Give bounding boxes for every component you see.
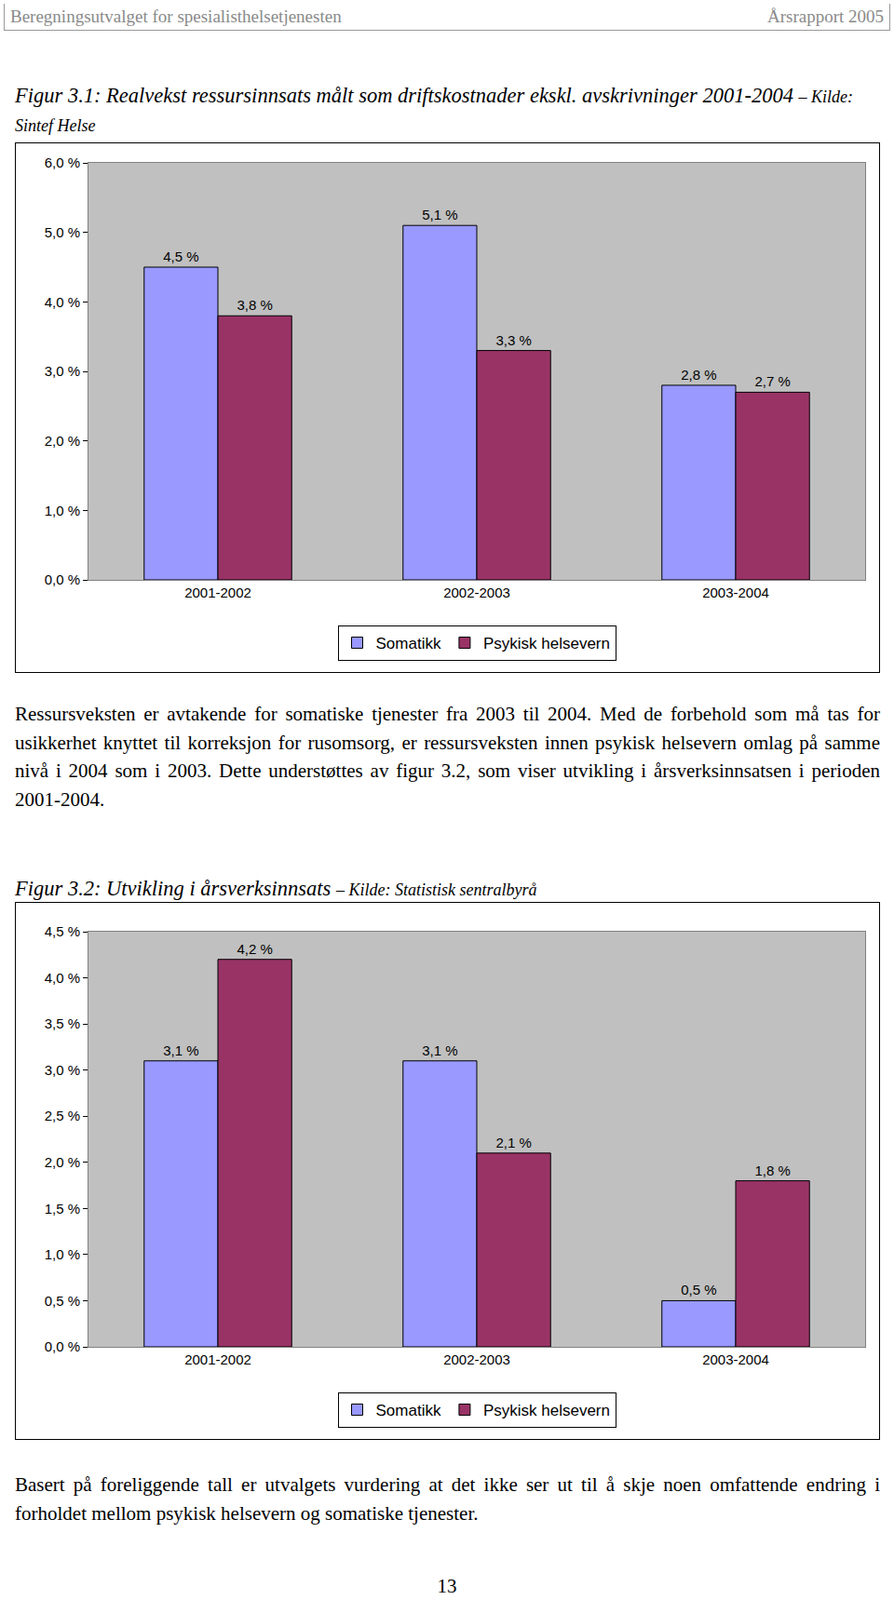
svg-text:2002-2003: 2002-2003	[443, 1352, 511, 1369]
svg-text:2003-2004: 2003-2004	[702, 1352, 770, 1369]
svg-text:1,8 %: 1,8 %	[754, 1163, 790, 1179]
html-text:13: 13	[437, 1575, 457, 1599]
svg-text:5,1 %: 5,1 %	[421, 206, 458, 223]
svg-text:Somatikk: Somatikk	[376, 635, 442, 653]
svg-text:3,8 %: 3,8 %	[236, 297, 272, 313]
html-text:Beregningsutvalget for spesial: Beregningsutvalget for spesialisthelsetj…	[10, 6, 342, 27]
svg-text:2001-2002: 2001-2002	[184, 1352, 252, 1369]
svg-text:0,5 %: 0,5 %	[44, 1293, 81, 1310]
svg-text:2,0 %: 2,0 %	[44, 1154, 81, 1171]
html-text:Basert på foreliggende tall er: Basert på foreliggende tall er utvalgets…	[14, 1474, 881, 1525]
svg-text:2,0 %: 2,0 %	[44, 433, 81, 449]
svg-text:2,1 %: 2,1 %	[495, 1135, 531, 1152]
svg-text:2,5 %: 2,5 %	[44, 1108, 81, 1125]
svg-text:2003-2004: 2003-2004	[702, 584, 770, 601]
html-text:Årsrapport 2005: Årsrapport 2005	[767, 6, 884, 27]
svg-text:0,0 %: 0,0 %	[44, 1339, 81, 1355]
svg-text:2,8 %: 2,8 %	[680, 366, 717, 383]
svg-text:3,3 %: 3,3 %	[495, 332, 531, 349]
svg-text:3,1 %: 3,1 %	[421, 1043, 458, 1059]
svg-text:4,5 %: 4,5 %	[44, 923, 81, 940]
svg-text:Somatikk: Somatikk	[376, 1402, 442, 1421]
svg-text:6,0 %: 6,0 %	[44, 154, 81, 171]
svg-text:3,1 %: 3,1 %	[162, 1043, 199, 1059]
svg-text:Psykisk helsevern: Psykisk helsevern	[483, 1402, 610, 1421]
svg-text:4,0 %: 4,0 %	[44, 970, 81, 987]
svg-text:2,7 %: 2,7 %	[754, 373, 790, 390]
svg-text:4,5 %: 4,5 %	[162, 248, 199, 265]
svg-text:2002-2003: 2002-2003	[443, 584, 511, 601]
svg-text:4,2 %: 4,2 %	[236, 941, 272, 958]
svg-text:1,0 %: 1,0 %	[44, 1246, 81, 1263]
svg-text:1,0 %: 1,0 %	[44, 502, 81, 519]
html-text:Figur 3.1: Realvekst ressursin: Figur 3.1: Realvekst ressursinnsats målt…	[14, 83, 854, 136]
svg-text:0,5 %: 0,5 %	[680, 1282, 717, 1299]
svg-text:2001-2002: 2001-2002	[184, 584, 252, 601]
svg-text:3,0 %: 3,0 %	[44, 363, 81, 380]
svg-text:0,0 %: 0,0 %	[44, 571, 81, 588]
svg-text:4,0 %: 4,0 %	[44, 294, 81, 311]
svg-text:3,0 %: 3,0 %	[44, 1062, 81, 1079]
html-text:Ressursveksten er avtakende fo: Ressursveksten er avtakende for somatisk…	[14, 703, 881, 811]
svg-text:5,0 %: 5,0 %	[44, 224, 81, 241]
svg-text:1,5 %: 1,5 %	[44, 1201, 81, 1218]
svg-text:Psykisk helsevern: Psykisk helsevern	[483, 635, 610, 653]
html-text:Figur 3.2: Utvikling i årsverk: Figur 3.2: Utvikling i årsverksinnsats– …	[14, 877, 537, 901]
svg-text:3,5 %: 3,5 %	[44, 1015, 81, 1032]
